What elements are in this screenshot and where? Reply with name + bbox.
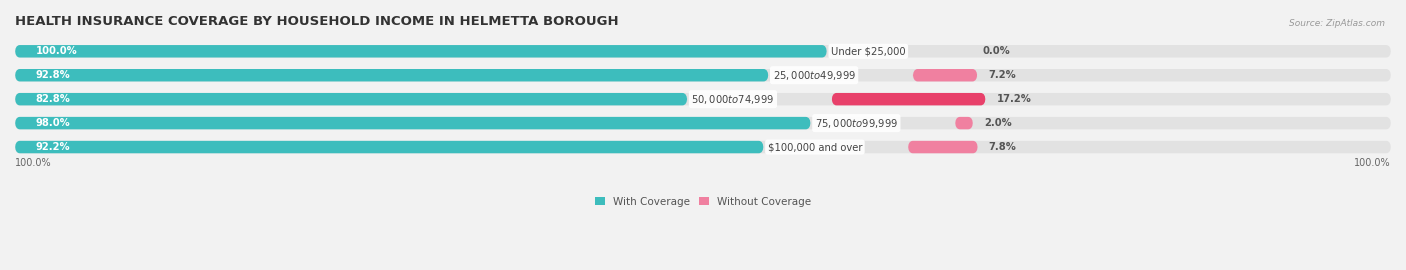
FancyBboxPatch shape: [955, 117, 973, 129]
Text: 100.0%: 100.0%: [35, 46, 77, 56]
Text: 2.0%: 2.0%: [984, 118, 1012, 128]
Text: 98.0%: 98.0%: [35, 118, 70, 128]
Text: $25,000 to $49,999: $25,000 to $49,999: [772, 69, 856, 82]
FancyBboxPatch shape: [15, 45, 1391, 58]
Text: Under $25,000: Under $25,000: [831, 46, 905, 56]
Text: $75,000 to $99,999: $75,000 to $99,999: [814, 117, 898, 130]
Legend: With Coverage, Without Coverage: With Coverage, Without Coverage: [592, 194, 814, 210]
FancyBboxPatch shape: [832, 93, 986, 105]
FancyBboxPatch shape: [15, 69, 1391, 82]
Text: 7.2%: 7.2%: [988, 70, 1017, 80]
Text: 0.0%: 0.0%: [983, 46, 1010, 56]
FancyBboxPatch shape: [15, 117, 811, 129]
Text: 7.8%: 7.8%: [988, 142, 1017, 152]
FancyBboxPatch shape: [15, 69, 769, 82]
FancyBboxPatch shape: [912, 69, 977, 82]
FancyBboxPatch shape: [908, 141, 977, 153]
Text: HEALTH INSURANCE COVERAGE BY HOUSEHOLD INCOME IN HELMETTA BOROUGH: HEALTH INSURANCE COVERAGE BY HOUSEHOLD I…: [15, 15, 619, 28]
Text: 100.0%: 100.0%: [1354, 158, 1391, 168]
FancyBboxPatch shape: [15, 45, 827, 58]
Text: 100.0%: 100.0%: [15, 158, 52, 168]
Text: 92.8%: 92.8%: [35, 70, 70, 80]
Text: Source: ZipAtlas.com: Source: ZipAtlas.com: [1289, 19, 1385, 28]
Text: 92.2%: 92.2%: [35, 142, 70, 152]
FancyBboxPatch shape: [15, 117, 1391, 129]
FancyBboxPatch shape: [15, 141, 763, 153]
Text: $50,000 to $74,999: $50,000 to $74,999: [692, 93, 775, 106]
Text: $100,000 and over: $100,000 and over: [768, 142, 862, 152]
FancyBboxPatch shape: [15, 93, 688, 105]
Text: 17.2%: 17.2%: [997, 94, 1032, 104]
FancyBboxPatch shape: [15, 93, 1391, 105]
FancyBboxPatch shape: [15, 141, 1391, 153]
Text: 82.8%: 82.8%: [35, 94, 70, 104]
